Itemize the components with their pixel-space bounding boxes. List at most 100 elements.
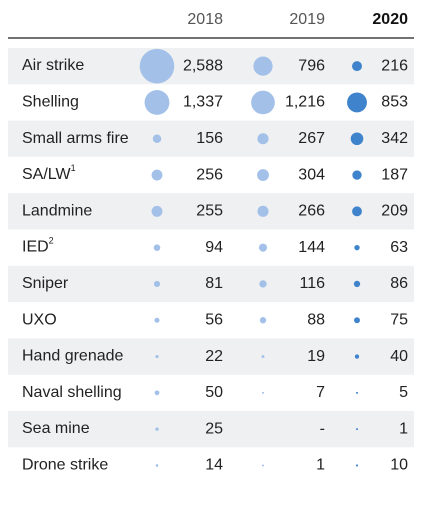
bubble bbox=[152, 134, 162, 143]
bubble bbox=[251, 90, 275, 115]
bubble bbox=[154, 317, 160, 323]
bubble bbox=[354, 354, 360, 359]
row-label: Small arms fire bbox=[22, 130, 129, 147]
cell-value: 88 bbox=[307, 311, 325, 328]
cell-value: 1,216 bbox=[285, 94, 325, 111]
bubble bbox=[354, 244, 360, 251]
bubble bbox=[262, 391, 264, 394]
cell-value: 5 bbox=[399, 384, 408, 401]
bubble bbox=[257, 133, 269, 145]
row-label: IED2 bbox=[22, 236, 54, 256]
bubble bbox=[352, 170, 362, 180]
row-band bbox=[8, 193, 414, 230]
bubble bbox=[352, 206, 362, 217]
cell-value: 56 bbox=[205, 311, 223, 328]
row-band bbox=[8, 48, 414, 85]
column-header: 2018 bbox=[187, 11, 223, 28]
cell-value: 1,337 bbox=[183, 94, 223, 111]
bubble bbox=[355, 464, 359, 467]
row-label: Drone strike bbox=[22, 457, 108, 474]
bubble bbox=[259, 317, 267, 324]
bubble bbox=[144, 90, 170, 115]
row-band bbox=[8, 411, 414, 448]
cell-value: 342 bbox=[381, 130, 408, 147]
cell-value: 25 bbox=[205, 420, 223, 437]
cell-value: 853 bbox=[381, 94, 408, 111]
row-band bbox=[8, 265, 414, 303]
cell-value: 81 bbox=[205, 275, 223, 292]
cell-value: 94 bbox=[205, 239, 223, 256]
cell-value: 14 bbox=[205, 457, 223, 474]
row-label-text: UXO bbox=[22, 311, 57, 328]
row-label: Hand grenade bbox=[22, 348, 124, 365]
footnote-mark: 1 bbox=[71, 163, 76, 173]
cell-value: 255 bbox=[196, 203, 223, 220]
row-label: SA/LW1 bbox=[22, 163, 76, 183]
cell-value: 7 bbox=[316, 384, 325, 401]
row-label-text: Sea mine bbox=[22, 420, 90, 437]
row-label-text: SA/LW bbox=[22, 166, 72, 183]
footnote-mark: 2 bbox=[49, 236, 54, 246]
row-label-text: Small arms fire bbox=[22, 130, 129, 147]
cell-value: 22 bbox=[205, 348, 223, 365]
row-band bbox=[8, 338, 414, 375]
bubble bbox=[350, 132, 364, 146]
cell-value: 304 bbox=[298, 166, 325, 183]
bubble bbox=[258, 243, 268, 252]
row-label-text: IED bbox=[22, 239, 49, 256]
bubble bbox=[347, 92, 367, 113]
bubble bbox=[155, 427, 159, 431]
row-label-text: Naval shelling bbox=[22, 384, 122, 401]
row-label: UXO bbox=[22, 311, 57, 328]
row-label: Shelling bbox=[22, 94, 79, 111]
bubble bbox=[151, 205, 163, 217]
cell-value: 86 bbox=[390, 275, 408, 292]
row-label-text: Hand grenade bbox=[22, 348, 124, 365]
bubble bbox=[151, 169, 163, 181]
column-header: 2019 bbox=[289, 11, 325, 28]
cell-value: 144 bbox=[298, 239, 325, 256]
cell-value: 267 bbox=[298, 130, 325, 147]
row-label-text: Shelling bbox=[22, 94, 79, 111]
cell-value: 116 bbox=[299, 275, 325, 292]
cell-value: 1 bbox=[316, 457, 325, 474]
cell-value: 19 bbox=[307, 348, 325, 365]
bubble bbox=[253, 56, 273, 76]
bubble bbox=[354, 317, 360, 324]
row-label: Sniper bbox=[22, 275, 69, 292]
cell-value: 75 bbox=[390, 311, 408, 328]
bubble bbox=[257, 169, 269, 181]
cell-value: 2,588 bbox=[183, 57, 223, 74]
cell-value: 50 bbox=[205, 384, 223, 401]
bubble bbox=[261, 355, 265, 359]
bubble bbox=[155, 464, 159, 467]
bubble bbox=[356, 428, 358, 431]
cell-value: 266 bbox=[298, 203, 325, 220]
bubble bbox=[257, 205, 269, 217]
row-label: Sea mine bbox=[22, 420, 90, 437]
bubble bbox=[153, 280, 161, 288]
row-label-text: Drone strike bbox=[22, 457, 108, 474]
cell-value: 63 bbox=[390, 239, 408, 256]
row-label: Naval shelling bbox=[22, 384, 122, 401]
cell-value: 40 bbox=[390, 348, 408, 365]
row-label: Landmine bbox=[22, 203, 92, 220]
bubble bbox=[352, 61, 362, 72]
cell-value: 156 bbox=[196, 130, 223, 147]
row-label: Air strike bbox=[22, 57, 84, 74]
bubble bbox=[154, 390, 160, 396]
cell-value: 256 bbox=[196, 166, 223, 183]
cell-value: 10 bbox=[390, 457, 408, 474]
row-band bbox=[8, 120, 414, 157]
bubble bbox=[153, 244, 161, 251]
bubble bbox=[155, 354, 159, 359]
cell-value: - bbox=[320, 420, 325, 437]
row-label-text: Sniper bbox=[22, 275, 69, 292]
cell-value: 187 bbox=[381, 166, 408, 183]
row-label-text: Air strike bbox=[22, 57, 84, 74]
cell-value: 209 bbox=[381, 203, 408, 220]
column-header: 2020 bbox=[372, 11, 408, 28]
cell-value: 216 bbox=[381, 57, 408, 74]
cell-value: 796 bbox=[298, 57, 325, 74]
